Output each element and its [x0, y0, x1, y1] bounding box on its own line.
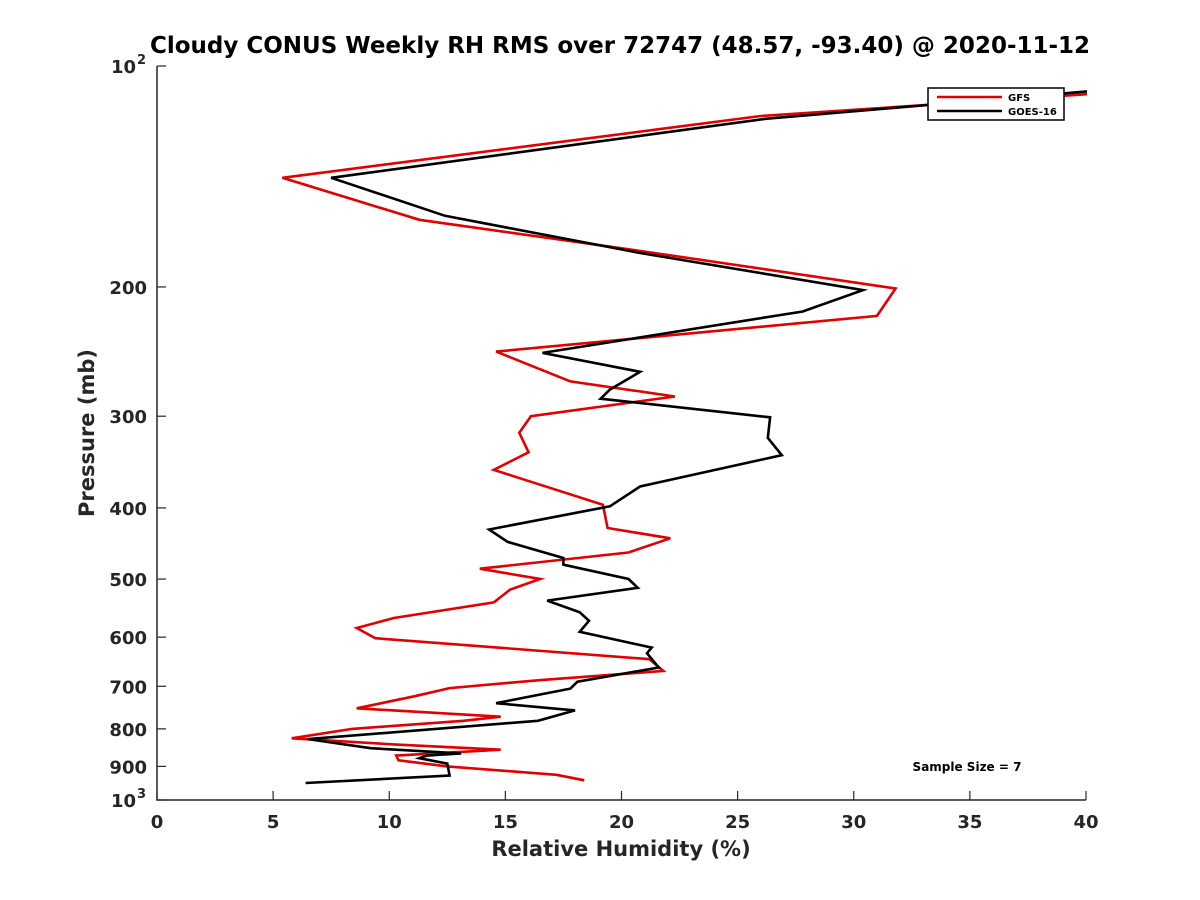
y-tick-label: 200: [109, 278, 147, 299]
legend-label: GFS: [1008, 93, 1030, 104]
y-tick-label: 600: [109, 628, 147, 649]
series-line-gfs: [282, 92, 1087, 782]
y-tick-label: 10: [111, 791, 136, 812]
y-tick-label: 400: [109, 499, 147, 520]
plot-area: [282, 90, 1087, 785]
y-tick-label: 500: [109, 570, 147, 591]
x-tick-label: 20: [609, 812, 634, 833]
series-line-goes-16: [305, 90, 1087, 785]
x-tick-label: 25: [725, 812, 750, 833]
sample-size-annotation: Sample Size = 7: [913, 760, 1022, 774]
y-tick-exponent: 2: [137, 53, 146, 68]
y-tick-label: 10: [111, 57, 136, 78]
legend: GFS GOES-16: [927, 87, 1065, 121]
x-tick-label: 40: [1073, 812, 1098, 833]
y-axis-label: Pressure (mb): [75, 349, 99, 517]
y-tick-label: 900: [109, 757, 147, 778]
x-tick-label: 30: [841, 812, 866, 833]
x-tick-label: 0: [151, 812, 164, 833]
y-tick-label: 700: [109, 677, 147, 698]
y-tick-label: 800: [109, 720, 147, 741]
y-tick-exponent: 3: [137, 787, 146, 802]
x-axis-ticks: 0 5 10 15 20 25 30 35 40: [151, 791, 1099, 833]
y-tick-label: 300: [109, 407, 147, 428]
chart-title: Cloudy CONUS Weekly RH RMS over 72747 (4…: [150, 33, 1090, 59]
series-layer: [282, 90, 1087, 785]
x-tick-label: 35: [957, 812, 982, 833]
x-tick-label: 5: [267, 812, 280, 833]
legend-box: [927, 87, 1065, 121]
x-axis-label: Relative Humidity (%): [491, 837, 750, 861]
legend-label: GOES-16: [1008, 107, 1057, 118]
x-tick-label: 10: [377, 812, 402, 833]
x-tick-label: 15: [493, 812, 518, 833]
